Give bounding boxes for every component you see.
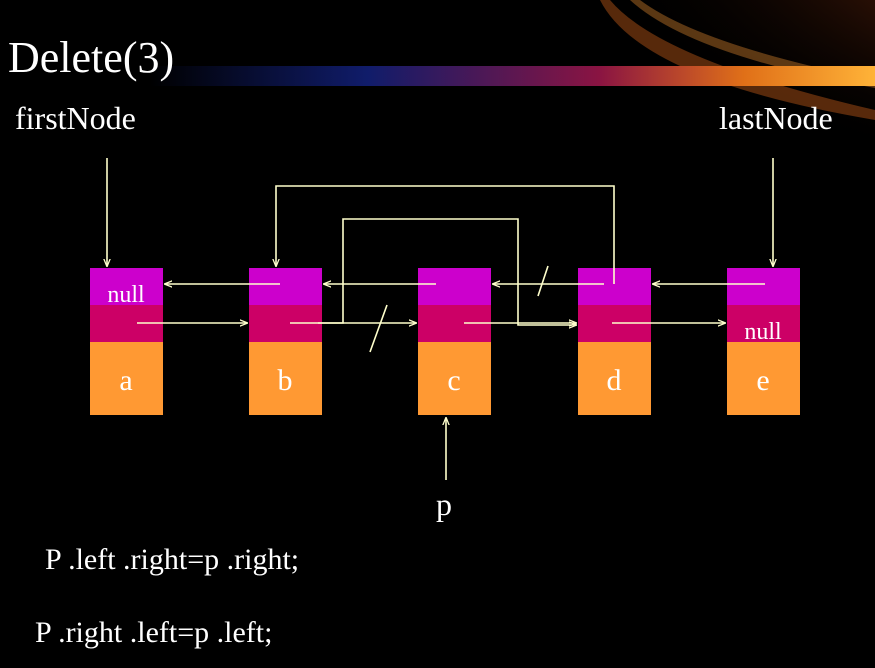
node-b: b xyxy=(249,268,322,415)
node-e-left-field xyxy=(727,268,800,305)
p-label: p xyxy=(436,486,452,522)
node-b-left-field xyxy=(249,268,322,305)
node-a: null a xyxy=(90,268,163,415)
node-a-data-field xyxy=(90,342,163,415)
node-c-value: c xyxy=(447,364,460,397)
node-a-value: a xyxy=(119,364,132,397)
node-a-left-field xyxy=(90,268,163,305)
removed-link-slash-1 xyxy=(369,304,388,353)
node-e-right-field xyxy=(727,305,800,342)
node-e-value: e xyxy=(756,364,769,397)
node-a-left-text: null xyxy=(107,282,145,308)
last-node-label: lastNode xyxy=(719,100,833,136)
node-c: c xyxy=(418,268,491,415)
node-e-data-field xyxy=(727,342,800,415)
first-node-label: firstNode xyxy=(15,100,136,136)
node-d-value: d xyxy=(607,364,622,397)
node-c-data-field xyxy=(418,342,491,415)
node-b-data-field xyxy=(249,342,322,415)
node-e-right-text: null xyxy=(744,319,782,345)
code-line-1: P .left .right=p .right; xyxy=(45,543,300,576)
slide-title: Delete(3) xyxy=(8,33,175,82)
node-d: d xyxy=(578,268,651,415)
node-d-data-field xyxy=(578,342,651,415)
bypass-b-right-to-d xyxy=(318,218,576,325)
bypass-d-left-to-b xyxy=(276,185,615,284)
node-c-left-field xyxy=(418,268,491,305)
code-line-2: P .right .left=p .left; xyxy=(35,616,273,649)
removed-link-slash-2 xyxy=(537,265,549,297)
node-b-value: b xyxy=(278,364,293,397)
node-e: null e xyxy=(727,268,800,415)
